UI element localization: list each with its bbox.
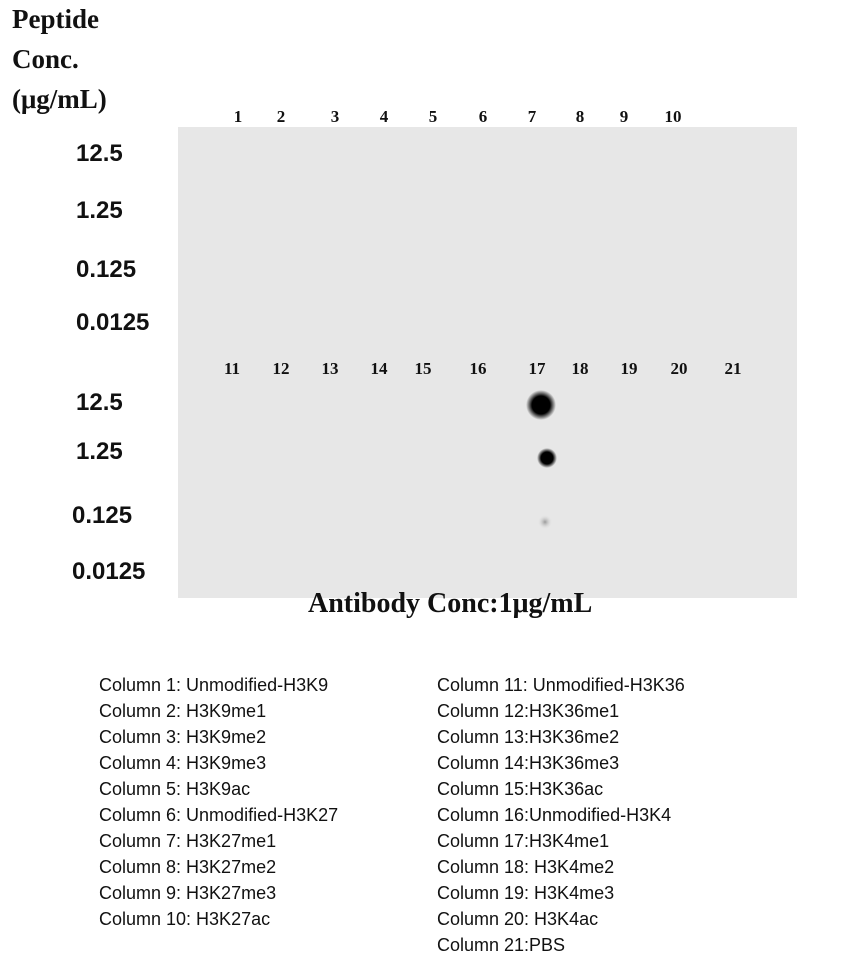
axis-title: (μg/mL) bbox=[12, 84, 107, 114]
legend-item: Column 4: H3K9me3 bbox=[99, 753, 267, 773]
column-number: 8 bbox=[575, 107, 585, 126]
column-number: 18 bbox=[571, 359, 589, 378]
legend-item: Column 12:H3K36me1 bbox=[437, 701, 620, 721]
column-number: 10 bbox=[664, 107, 682, 126]
column-number: 5 bbox=[428, 107, 438, 126]
legend-item: Column 16:Unmodified-H3K4 bbox=[437, 805, 672, 825]
column-number: 9 bbox=[619, 107, 629, 126]
legend-item: Column 20: H3K4ac bbox=[437, 909, 599, 929]
concentration-label: 12.5 bbox=[76, 140, 123, 167]
concentration-label: 0.0125 bbox=[76, 309, 150, 336]
axis-title: Conc. bbox=[12, 44, 79, 74]
concentration-label: 0.125 bbox=[76, 256, 137, 283]
dot bbox=[538, 515, 552, 529]
legend-item: Column 5: H3K9ac bbox=[99, 779, 251, 799]
column-number: 19 bbox=[620, 359, 638, 378]
column-number: 6 bbox=[478, 107, 488, 126]
legend-item: Column 6: Unmodified-H3K27 bbox=[99, 805, 339, 825]
legend-item: Column 3: H3K9me2 bbox=[99, 727, 267, 747]
legend-item: Column 13:H3K36me2 bbox=[437, 727, 620, 747]
legend-item: Column 9: H3K27me3 bbox=[99, 883, 277, 903]
legend-item: Column 2: H3K9me1 bbox=[99, 701, 267, 721]
legend-item: Column 10: H3K27ac bbox=[99, 909, 271, 929]
column-number: 1 bbox=[233, 107, 243, 126]
concentration-label: 1.25 bbox=[76, 438, 123, 465]
legend-item: Column 8: H3K27me2 bbox=[99, 857, 277, 877]
column-number: 2 bbox=[276, 107, 286, 126]
dot bbox=[537, 448, 557, 468]
column-number: 13 bbox=[321, 359, 339, 378]
concentration-label: 0.125 bbox=[72, 502, 133, 529]
dot bbox=[526, 390, 556, 420]
legend-item: Column 11: Unmodified-H3K36 bbox=[437, 675, 685, 695]
legend-item: Column 17:H3K4me1 bbox=[437, 831, 610, 851]
column-number: 14 bbox=[370, 359, 388, 378]
antibody-label: Antibody Conc:1μg/mL bbox=[308, 588, 593, 619]
blot-membrane bbox=[178, 127, 797, 598]
legend-item: Column 1: Unmodified-H3K9 bbox=[99, 675, 329, 695]
concentration-label: 0.0125 bbox=[72, 558, 146, 585]
axis-title: Peptide bbox=[12, 4, 99, 34]
column-number: 12 bbox=[272, 359, 290, 378]
column-number: 4 bbox=[379, 107, 389, 126]
legend-item: Column 19: H3K4me3 bbox=[437, 883, 615, 903]
concentration-label: 12.5 bbox=[76, 389, 123, 416]
column-number: 16 bbox=[469, 359, 487, 378]
column-number: 21 bbox=[724, 359, 742, 378]
legend-item: Column 14:H3K36me3 bbox=[437, 753, 620, 773]
column-number: 3 bbox=[330, 107, 340, 126]
column-number: 15 bbox=[414, 359, 432, 378]
concentration-label: 1.25 bbox=[76, 197, 123, 224]
legend-item: Column 15:H3K36ac bbox=[437, 779, 604, 799]
legend-item: Column 21:PBS bbox=[437, 935, 566, 955]
legend-item: Column 18: H3K4me2 bbox=[437, 857, 615, 877]
column-number: 20 bbox=[670, 359, 688, 378]
column-number: 11 bbox=[223, 359, 241, 378]
column-number: 17 bbox=[528, 359, 546, 378]
legend-item: Column 7: H3K27me1 bbox=[99, 831, 277, 851]
column-number: 7 bbox=[527, 107, 537, 126]
